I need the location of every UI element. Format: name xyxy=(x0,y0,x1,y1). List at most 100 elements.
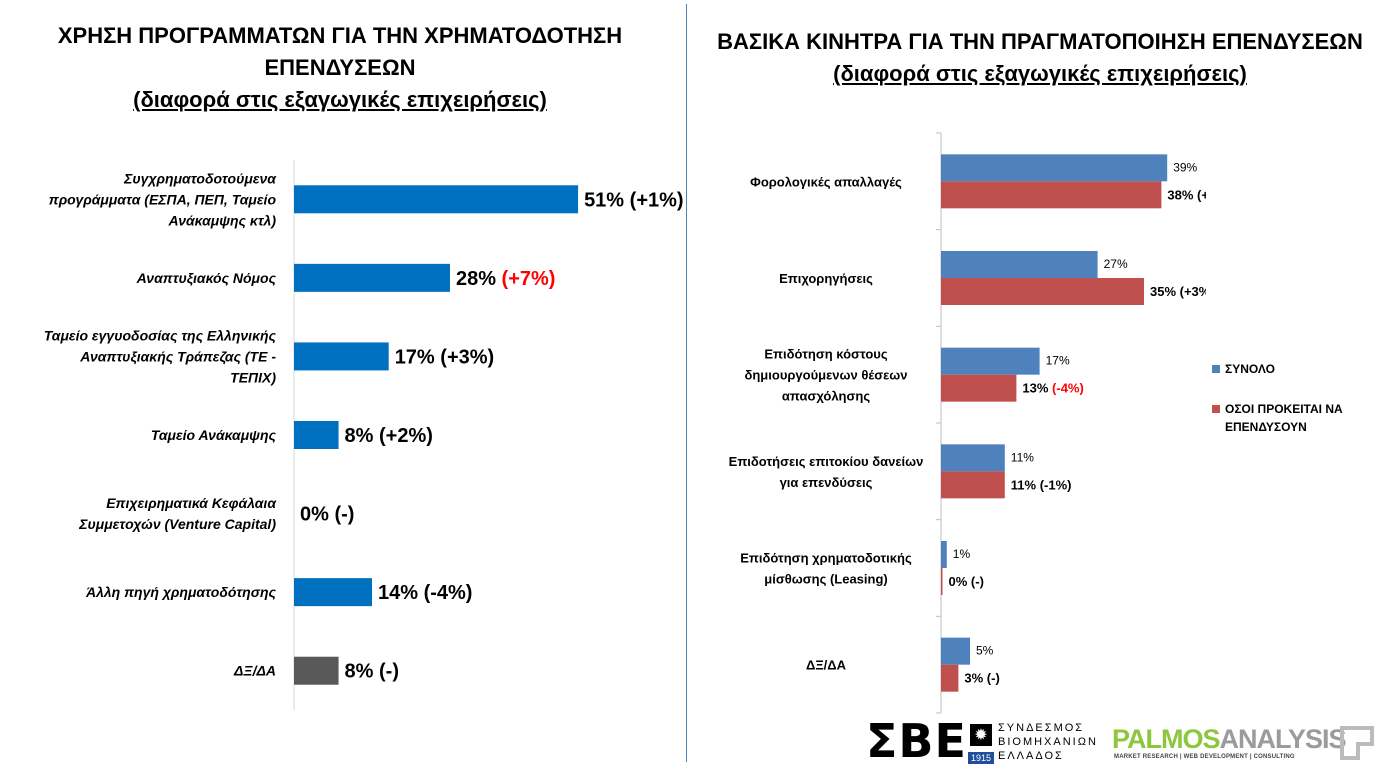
left-category-label: Ταμείο εγγυοδοσίας της Ελληνικής xyxy=(44,327,277,343)
legend-swatch-investors xyxy=(1212,405,1220,413)
palmos-box-icon xyxy=(1340,726,1374,760)
left-category-label: Αναπτυξιακής Τράπεζας (ΤΕ - xyxy=(79,348,276,364)
left-bar xyxy=(294,421,339,449)
right-value-label-investors: 11% (-1%) xyxy=(1011,477,1072,492)
left-value-label: 28% (+7%) xyxy=(456,268,555,290)
left-bar xyxy=(294,656,339,685)
right-category-label: Φορολογικές απαλλαγές xyxy=(750,174,902,189)
right-value-text: 35% xyxy=(1150,284,1180,299)
right-bar-total xyxy=(941,347,1040,375)
left-category-label: Αναπτυξιακός Νόμος xyxy=(136,270,277,286)
sbe-emblem-icon: ✹ xyxy=(970,724,992,746)
right-diff-text: (-4%) xyxy=(1052,381,1084,396)
right-category-label: Επιδότηση χρηματοδοτικής xyxy=(740,551,912,566)
right-diff-text: (+1%) xyxy=(1197,187,1206,202)
legend-label-total: ΣΥΝΟΛΟ xyxy=(1225,362,1275,376)
legend-label-investors: ΟΣΟΙ ΠΡΟΚΕΙΤΑΙ ΝΑ ΕΠΕΝΔΥΣΟΥΝ xyxy=(1225,402,1343,434)
right-bar-investors xyxy=(941,568,943,595)
legend-item-total: ΣΥΝΟΛΟ xyxy=(1212,360,1375,378)
sbe-logo-mark: ΣΒΕ xyxy=(866,714,967,768)
left-category-label: προγράμματα (ΕΣΠΑ, ΠΕΠ, Ταμείο xyxy=(49,191,277,207)
left-value-text: 14% xyxy=(378,582,424,604)
left-bar xyxy=(294,578,372,607)
left-value-text: 0% xyxy=(300,504,334,526)
right-category-label: δημιουργούμενων θέσεων xyxy=(744,368,907,383)
right-value-label-investors: 3% (-) xyxy=(964,671,999,686)
left-diff-text: (+7%) xyxy=(502,268,556,290)
left-value-text: 8% xyxy=(345,661,379,683)
left-value-label: 8% (-) xyxy=(345,661,399,683)
right-value-label-investors: 13% (-4%) xyxy=(1022,381,1083,396)
right-bar-investors xyxy=(941,664,959,692)
palmos-logo-part1: PALMOS xyxy=(1112,724,1220,754)
right-category-label: για επενδύσεις xyxy=(780,475,873,490)
left-category-label: Συμμετοχών (Venture Capital) xyxy=(78,516,276,532)
left-bar xyxy=(294,342,389,371)
left-diff-text: (-) xyxy=(379,661,399,683)
right-chart-title: ΒΑΣΙΚΑ ΚΙΝΗΤΡΑ ΓΙΑ ΤΗΝ ΠΡΑΓΜΑΤΟΠΟΙΗΣΗ ΕΠ… xyxy=(690,26,1390,90)
left-bar xyxy=(294,263,450,292)
right-category-label: Επιδότηση κόστους xyxy=(764,347,887,362)
left-title-line1: ΧΡΗΣΗ ΠΡΟΓΡΑΜΜΑΤΩΝ ΓΙΑ ΤΗΝ ΧΡΗΜΑΤΟΔΟΤΗΣΗ xyxy=(57,23,623,48)
right-bar-investors xyxy=(941,471,1005,499)
right-diff-text: (-) xyxy=(987,671,1000,686)
palmos-tagline: MARKET RESEARCH | WEB DEVELOPMENT | CONS… xyxy=(1114,754,1295,760)
right-bar-chart: 39% 38% (+1%) Φορολογικές απαλλαγές 27% 35% … xyxy=(729,132,1206,714)
right-category-label: Επιχορηγήσεις xyxy=(779,271,873,286)
right-bar-total xyxy=(941,541,947,568)
left-category-label: Ταμείο Ανάκαμψης xyxy=(151,427,277,443)
right-value-label-investors: 0% (-) xyxy=(949,574,984,589)
palmos-logo-part2: ANALYSIS xyxy=(1219,724,1347,754)
left-diff-text: (+2%) xyxy=(379,425,433,447)
right-value-label-total: 17% xyxy=(1046,354,1070,368)
right-value-label-investors: 35% (+3%) xyxy=(1150,284,1206,299)
palmos-logo: PALMOSANALYSIS xyxy=(1112,724,1347,754)
right-value-label-total: 39% xyxy=(1173,160,1197,174)
right-bar-investors xyxy=(941,278,1144,305)
right-value-text: 13% xyxy=(1022,381,1052,396)
left-value-label: 8% (+2%) xyxy=(345,425,433,447)
left-diff-text: (-) xyxy=(334,504,354,526)
left-value-label: 0% (-) xyxy=(300,504,354,526)
left-category-label: Συγχρηματοδοτούμενα xyxy=(123,170,277,186)
right-bar-total xyxy=(941,444,1005,472)
right-value-text: 11% xyxy=(1011,477,1040,492)
left-value-label: 51% (+1%) xyxy=(584,189,684,211)
right-value-label-total: 1% xyxy=(953,547,971,561)
right-value-label-total: 11% xyxy=(1011,450,1034,464)
right-diff-text: (-) xyxy=(971,574,984,589)
right-bar-total xyxy=(941,251,1098,278)
left-bar-chart: Συγχρηματοδοτούμενα προγράμματα (ΕΣΠΑ, ΠΕ… xyxy=(44,160,684,710)
right-bar-investors xyxy=(941,181,1162,209)
right-category-label: Επιδοτήσεις επιτοκίου δανείων xyxy=(729,454,924,469)
left-category-label: Ανάκαμψης κτλ) xyxy=(168,212,277,228)
right-category-label: απασχόλησης xyxy=(782,389,870,404)
logos-footer: ΣΒΕ ✹ 1915 ΣΥΝΔΕΣΜΟΣ ΒΙΟΜΗΧΑΝΙΩΝ ΕΛΛΑΔΟΣ… xyxy=(862,718,1382,770)
right-diff-text: (-1%) xyxy=(1040,477,1072,492)
left-subtitle: (διαφορά στις εξαγωγικές επιχειρήσεις) xyxy=(133,87,547,112)
left-value-text: 51% xyxy=(584,189,630,211)
left-value-text: 8% xyxy=(345,425,379,447)
sbe-line2: ΒΙΟΜΗΧΑΝΙΩΝ xyxy=(998,736,1098,748)
left-value-text: 17% xyxy=(395,346,441,368)
sbe-logo-text: ΣΥΝΔΕΣΜΟΣ ΒΙΟΜΗΧΑΝΙΩΝ ΕΛΛΑΔΟΣ xyxy=(998,721,1098,763)
sbe-line3: ΕΛΛΑΔΟΣ xyxy=(998,750,1064,762)
right-bar-total xyxy=(941,154,1168,182)
right-value-text: 3% xyxy=(964,671,986,686)
left-category-label: ΤΕΠΙΧ) xyxy=(230,369,276,385)
right-value-label-investors: 38% (+1%) xyxy=(1167,187,1206,202)
left-diff-text: (-4%) xyxy=(424,582,473,604)
right-value-text: 0% xyxy=(949,574,971,589)
panel-divider xyxy=(686,4,687,762)
right-value-label-total: 5% xyxy=(976,644,994,658)
left-diff-text: (+3%) xyxy=(440,346,494,368)
right-title-text: ΒΑΣΙΚΑ ΚΙΝΗΤΡΑ ΓΙΑ ΤΗΝ ΠΡΑΓΜΑΤΟΠΟΙΗΣΗ ΕΠ… xyxy=(717,29,1363,54)
right-value-text: 38% xyxy=(1167,187,1197,202)
sbe-year: 1915 xyxy=(968,752,994,764)
left-value-label: 14% (-4%) xyxy=(378,582,472,604)
left-value-text: 28% xyxy=(456,268,502,290)
right-bar-investors xyxy=(941,374,1017,402)
legend-item-investors: ΟΣΟΙ ΠΡΟΚΕΙΤΑΙ ΝΑ ΕΠΕΝΔΥΣΟΥΝ xyxy=(1212,400,1375,436)
right-category-label: μίσθωσης (Leasing) xyxy=(764,572,887,587)
left-diff-text: (+1%) xyxy=(630,189,684,211)
